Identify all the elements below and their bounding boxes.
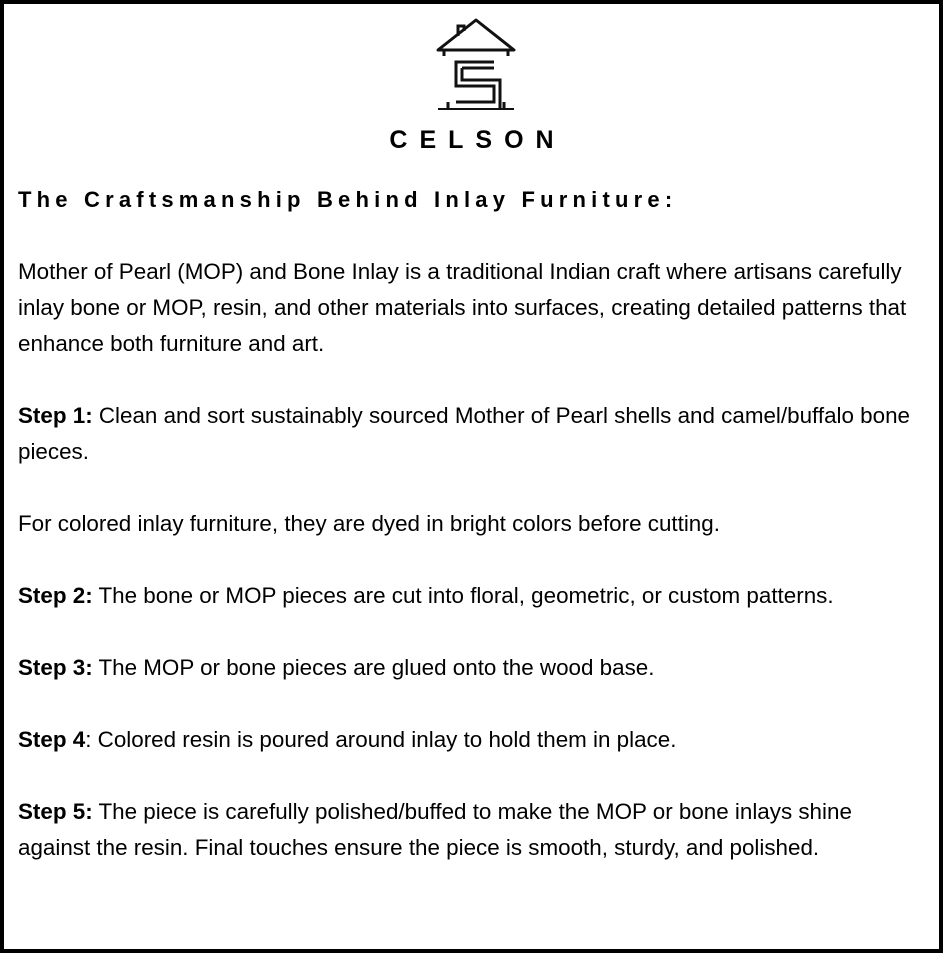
step-label: Step 4	[18, 727, 86, 752]
step-2: Step 2: The bone or MOP pieces are cut i…	[18, 578, 923, 614]
step-5: Step 5: The piece is carefully polished/…	[18, 794, 923, 866]
step-4: Step 4: Colored resin is poured around i…	[18, 722, 923, 758]
step-label: Step 2:	[18, 583, 93, 608]
step-text: The piece is carefully polished/buffed t…	[18, 799, 852, 860]
house-c-logo-icon	[436, 18, 516, 110]
brand-name: CELSON	[389, 126, 566, 154]
step-text: The bone or MOP pieces are cut into flor…	[92, 583, 834, 608]
step-3: Step 3: The MOP or bone pieces are glued…	[18, 650, 923, 686]
step-text: : Colored resin is poured around inlay t…	[85, 727, 677, 752]
intro-paragraph: Mother of Pearl (MOP) and Bone Inlay is …	[18, 259, 907, 356]
step-label: Step 1:	[18, 403, 93, 428]
step-label: Step 5:	[18, 799, 93, 824]
step-label: Step 3:	[18, 655, 93, 680]
step-1: Step 1: Clean and sort sustainably sourc…	[18, 398, 923, 470]
step-text: Clean and sort sustainably sourced Mothe…	[18, 403, 910, 464]
step-text: The MOP or bone pieces are glued onto th…	[92, 655, 655, 680]
content: The Craftsmanship Behind Inlay Furniture…	[18, 182, 923, 902]
page-title: The Craftsmanship Behind Inlay Furniture…	[18, 187, 678, 212]
step-text: For colored inlay furniture, they are dy…	[18, 511, 720, 536]
dye-note: For colored inlay furniture, they are dy…	[18, 506, 923, 542]
